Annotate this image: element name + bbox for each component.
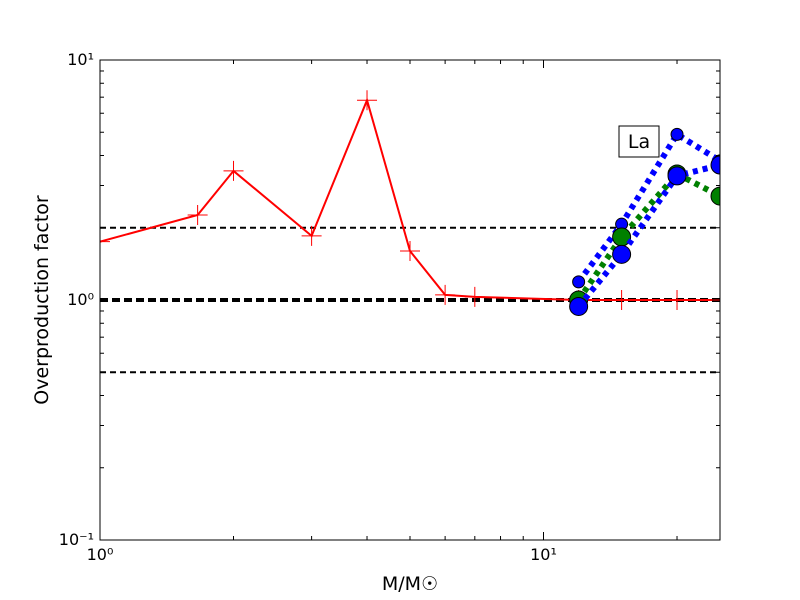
point-marker (611, 290, 632, 310)
x-tick-label: 10¹ (530, 545, 557, 564)
annotation-box (618, 125, 660, 158)
point-marker (710, 155, 720, 175)
point-marker (612, 244, 632, 264)
point-marker (710, 186, 720, 206)
annotation-text: La (628, 131, 650, 153)
point-marker (667, 290, 688, 310)
x-tick-label: 10⁰ (87, 545, 114, 564)
series-line (576, 162, 720, 309)
series-line (576, 170, 720, 302)
point-marker (400, 241, 420, 262)
point-marker (223, 160, 244, 181)
point-marker (100, 231, 110, 252)
point-marker (464, 286, 485, 307)
plot-area (100, 90, 720, 374)
annotation: La (618, 125, 660, 158)
x-axis-label: M/M☉ (382, 573, 438, 595)
series-line (576, 130, 720, 284)
y-axis-label: Overproduction factor (31, 195, 53, 405)
point-marker (301, 225, 322, 246)
point-marker (569, 296, 589, 316)
y-tick-label: 10⁰ (67, 290, 94, 309)
point-marker (572, 275, 586, 289)
point-marker (357, 90, 378, 111)
point-marker (670, 127, 684, 141)
point-marker (667, 166, 687, 186)
y-tick-label: 10¹ (67, 50, 94, 69)
point-marker (435, 284, 456, 305)
y-tick-label: 10⁻¹ (59, 530, 94, 549)
point-marker (187, 205, 208, 226)
